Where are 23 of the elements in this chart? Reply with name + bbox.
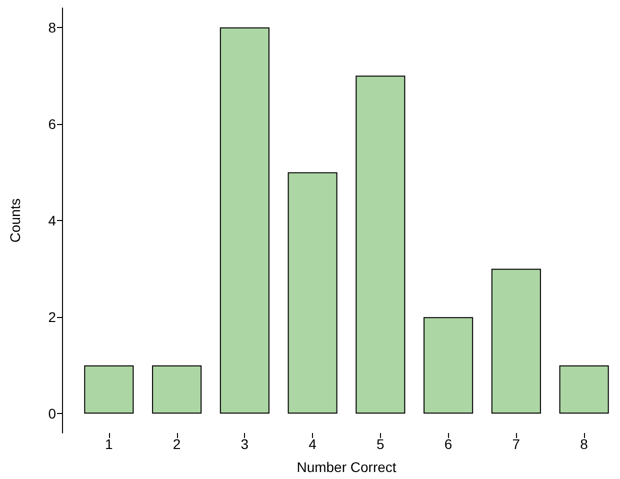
y-tick-label: 4 — [48, 212, 56, 228]
bar — [356, 76, 406, 414]
y-axis-title: Counts — [7, 198, 23, 243]
x-tick-label: 2 — [172, 436, 181, 452]
bar — [152, 365, 202, 414]
bar — [288, 172, 338, 414]
x-tick-label: 7 — [512, 436, 520, 452]
x-tick-label: 3 — [240, 436, 249, 452]
bar — [84, 365, 134, 414]
y-tick-label: 8 — [48, 19, 56, 36]
x-tick-label: 6 — [444, 436, 452, 452]
bar — [220, 27, 270, 414]
x-tick-label: 4 — [308, 436, 317, 452]
y-tick-label: 0 — [48, 406, 56, 422]
x-tick-label: 1 — [105, 436, 114, 452]
y-tick-label: 2 — [48, 309, 56, 326]
x-tick-label: 5 — [376, 436, 385, 452]
bar — [424, 317, 474, 414]
x-tick-label: 8 — [580, 436, 588, 452]
bar — [491, 268, 541, 414]
x-axis-title: Number Correct — [296, 459, 396, 475]
y-tick-label: 6 — [48, 116, 56, 132]
bar — [559, 365, 609, 414]
